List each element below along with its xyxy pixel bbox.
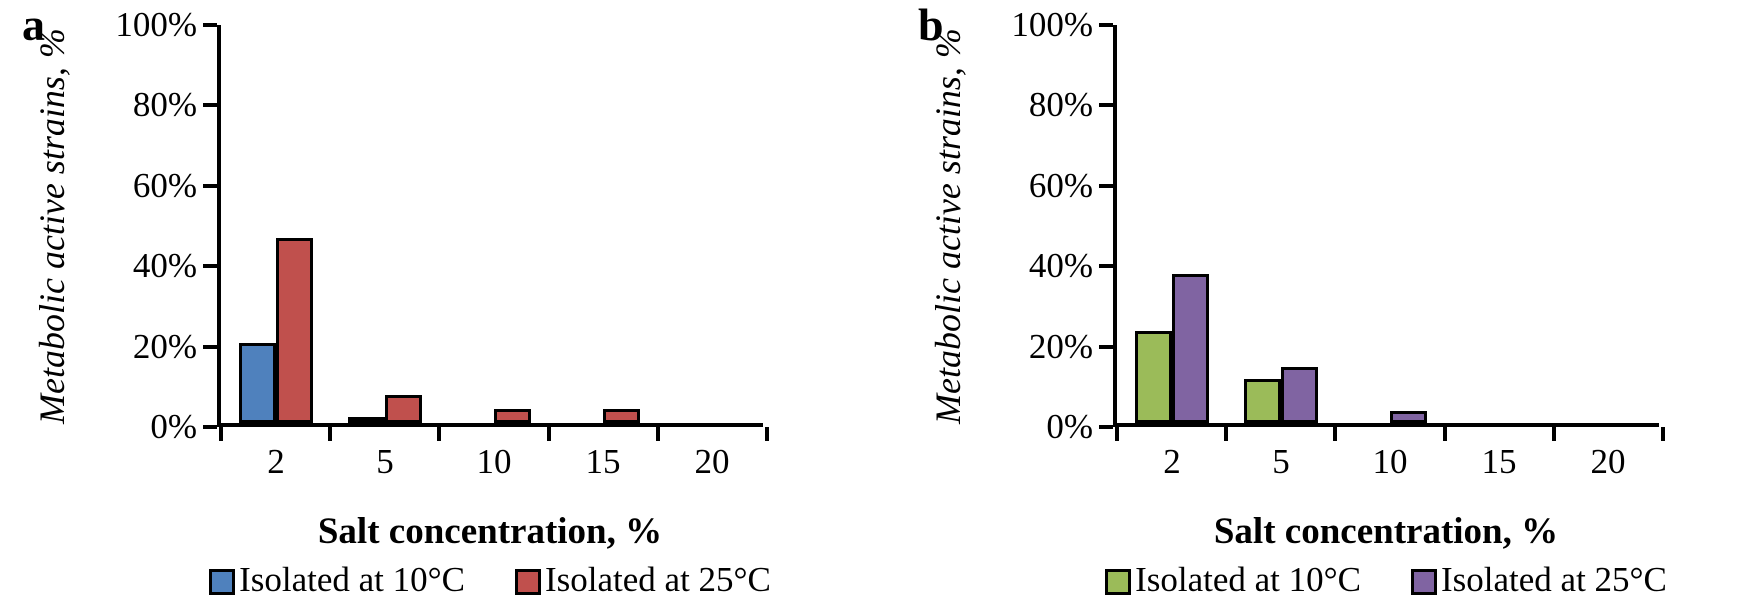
legend-swatch-icon [515,568,541,595]
y-axis-tick-label: 80% [1028,85,1093,125]
panel-b-x-axis-title: Salt concentration, % [1213,511,1559,552]
x-axis-tick [1333,427,1338,441]
y-axis-tick [203,344,217,349]
x-axis-tick [1442,427,1447,441]
x-axis-tick [219,427,223,441]
y-axis-tick-label: 60% [1028,165,1093,205]
legend-item-series1: Isolated at 25°C [515,560,771,600]
legend-item-series0: Isolated at 10°C [1105,560,1361,600]
x-axis-tick [328,427,333,441]
y-axis-tick-label: 0% [150,407,197,446]
bar-2pct-series1 [276,238,313,423]
legend-label: Isolated at 10°C [1135,560,1361,599]
legend-swatch-icon [1411,568,1437,595]
bar-5pct-series1 [385,395,422,423]
plot-area [203,23,769,441]
x-axis-tick [1115,427,1119,441]
y-axis-tick-label: 100% [1011,5,1093,44]
y-axis-labels: 0% 20% 40% 60% 80% 100% [0,5,197,446]
panel-a-label: a [22,0,45,50]
x-axis-tick-label: 20 [694,442,730,481]
y-axis-tick [203,264,217,269]
x-axis-tick [1551,427,1556,441]
y-axis-tick [1099,344,1113,349]
y-axis-tick-label: 20% [132,326,197,366]
legend: Isolated at 10°C Isolated at 25°C [209,560,771,600]
x-axis-labels: 2 5 10 15 20 [1117,442,1663,488]
bar-5pct-series1 [1281,367,1318,423]
x-axis-tick-label: 15 [1481,442,1517,481]
bar-2pct-series1 [1172,274,1209,423]
y-axis-tick-label: 0% [1046,407,1093,446]
bar-10pct-series1 [494,409,531,423]
y-axis-tick-label: 100% [115,5,197,44]
y-axis-tick-label: 80% [132,85,197,125]
y-axis-tick [203,425,217,429]
y-axis-tick [1099,103,1113,108]
x-axis-tick [546,427,551,441]
x-axis-tick [437,427,442,441]
x-axis-tick-label: 5 [376,442,394,481]
y-axis-tick-label: 20% [1028,326,1093,366]
panel-a-x-axis-title: Salt concentration, % [317,511,663,552]
x-axis-tick-label: 15 [585,442,621,481]
y-axis-tick [1099,23,1113,27]
y-axis-tick [1099,264,1113,269]
bar-15pct-series1 [603,409,640,423]
legend-label: Isolated at 10°C [239,560,465,599]
bar-5pct-series0 [1244,379,1281,423]
plot-area [1099,23,1665,441]
x-axis-tick [1661,427,1665,441]
x-axis-tick [655,427,660,441]
y-axis-tick [203,23,217,27]
bar-5pct-series0 [348,417,385,423]
x-axis-tick-label: 2 [1163,442,1181,481]
y-axis-tick-label: 60% [132,165,197,205]
legend-label: Isolated at 25°C [545,560,771,599]
legend-item-series0: Isolated at 10°C [209,560,465,600]
y-axis-labels: 0% 20% 40% 60% 80% 100% [896,5,1093,446]
legend-label: Isolated at 25°C [1441,560,1667,599]
bar-2pct-series0 [1135,331,1172,423]
y-axis-tick-label: 40% [132,246,197,286]
legend-swatch-icon [209,568,236,595]
x-axis-tick-label: 5 [1272,442,1290,481]
x-axis-tick-label: 10 [1372,442,1408,481]
x-axis-labels: 2 5 10 15 20 [221,442,767,488]
y-axis-tick [203,183,217,188]
x-axis-tick-label: 2 [267,442,285,481]
x-axis-tick [765,427,769,441]
y-axis-tick [1099,425,1113,429]
x-axis-tick-label: 20 [1590,442,1626,481]
panel-a: a Metabolic active strains, % 0% 20% 40% 60… [0,0,862,616]
panel-b-label: b [918,0,944,50]
legend-item-series1: Isolated at 25°C [1411,560,1667,600]
panel-b: b Metabolic active strains, % 0% 20% 40% 60… [896,0,1758,616]
x-axis-tick [1224,427,1229,441]
x-axis-tick-label: 10 [476,442,512,481]
legend: Isolated at 10°C Isolated at 25°C [1105,560,1667,600]
bar-2pct-series0 [239,343,276,423]
y-axis-tick-label: 40% [1028,246,1093,286]
bar-10pct-series1 [1390,411,1427,423]
legend-swatch-icon [1105,568,1132,595]
y-axis-tick [1099,183,1113,188]
y-axis-tick [203,103,217,108]
